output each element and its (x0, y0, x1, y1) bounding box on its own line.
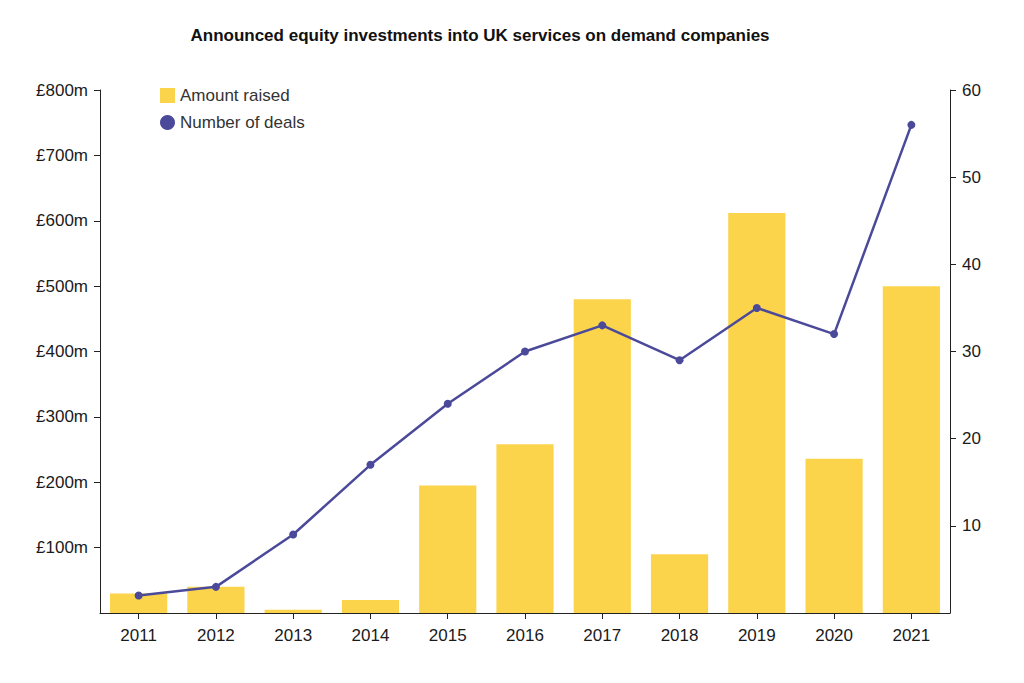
svg-text:2020: 2020 (815, 626, 853, 645)
svg-text:£300m: £300m (36, 407, 88, 426)
svg-text:2014: 2014 (352, 626, 390, 645)
svg-text:40: 40 (962, 255, 981, 274)
svg-text:2011: 2011 (120, 626, 157, 645)
svg-text:60: 60 (962, 81, 981, 100)
svg-text:£800m: £800m (36, 81, 88, 100)
svg-text:£600m: £600m (36, 211, 88, 230)
svg-text:2016: 2016 (506, 626, 544, 645)
svg-text:Amount raised: Amount raised (180, 86, 290, 105)
svg-text:Announced equity investments i: Announced equity investments into UK ser… (190, 26, 769, 45)
svg-text:20: 20 (962, 429, 981, 448)
svg-text:£700m: £700m (36, 146, 88, 165)
svg-text:£500m: £500m (36, 277, 88, 296)
svg-text:£400m: £400m (36, 342, 88, 361)
svg-text:£200m: £200m (36, 473, 88, 492)
svg-text:2015: 2015 (429, 626, 467, 645)
svg-text:30: 30 (962, 342, 981, 361)
svg-text:2013: 2013 (274, 626, 312, 645)
svg-text:2018: 2018 (661, 626, 699, 645)
svg-text:2019: 2019 (738, 626, 776, 645)
svg-text:50: 50 (962, 168, 981, 187)
svg-text:2012: 2012 (197, 626, 235, 645)
svg-text:2017: 2017 (583, 626, 621, 645)
svg-text:Number of deals: Number of deals (180, 113, 305, 132)
svg-text:2021: 2021 (892, 626, 930, 645)
svg-text:£100m: £100m (36, 538, 88, 557)
svg-text:10: 10 (962, 516, 981, 535)
